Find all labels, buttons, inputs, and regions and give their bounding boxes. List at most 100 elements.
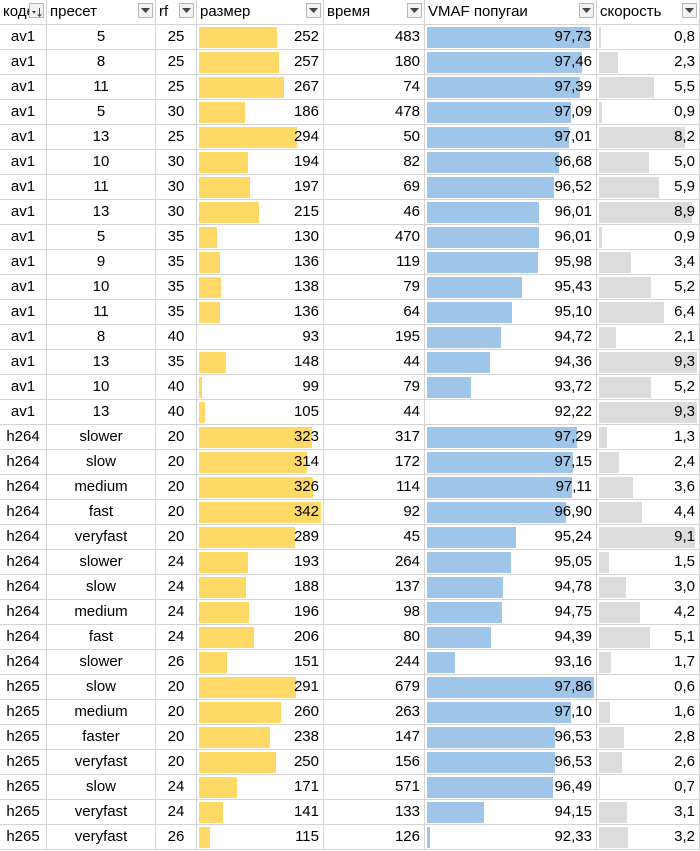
cell-size[interactable]: 194 [197,150,324,175]
cell-size[interactable]: 141 [197,800,324,825]
cell-speed[interactable]: 5,2 [597,375,700,400]
cell-size[interactable]: 130 [197,225,324,250]
cell-codec[interactable]: av1 [0,300,47,325]
cell-rf[interactable]: 24 [156,625,197,650]
cell-codec[interactable]: h264 [0,450,47,475]
cell-preset[interactable]: slow [47,675,156,700]
cell-time[interactable]: 483 [324,25,425,50]
cell-vmaf[interactable]: 94,72 [425,325,597,350]
cell-codec[interactable]: h264 [0,475,47,500]
cell-codec[interactable]: av1 [0,350,47,375]
cell-time[interactable]: 147 [324,725,425,750]
cell-codec[interactable]: h264 [0,575,47,600]
cell-time[interactable]: 114 [324,475,425,500]
cell-preset[interactable]: slow [47,775,156,800]
cell-speed[interactable]: 3,2 [597,825,700,850]
cell-vmaf[interactable]: 97,11 [425,475,597,500]
cell-codec[interactable]: av1 [0,250,47,275]
cell-time[interactable]: 244 [324,650,425,675]
cell-speed[interactable]: 0,9 [597,100,700,125]
cell-size[interactable]: 314 [197,450,324,475]
cell-rf[interactable]: 40 [156,375,197,400]
cell-codec[interactable]: av1 [0,275,47,300]
cell-speed[interactable]: 3,4 [597,250,700,275]
cell-size[interactable]: 136 [197,250,324,275]
cell-speed[interactable]: 1,5 [597,550,700,575]
cell-vmaf[interactable]: 96,49 [425,775,597,800]
cell-size[interactable]: 105 [197,400,324,425]
cell-rf[interactable]: 20 [156,450,197,475]
cell-preset[interactable]: slow [47,575,156,600]
cell-vmaf[interactable]: 94,39 [425,625,597,650]
cell-rf[interactable]: 20 [156,750,197,775]
cell-preset[interactable]: medium [47,475,156,500]
cell-rf[interactable]: 30 [156,175,197,200]
cell-size[interactable]: 138 [197,275,324,300]
cell-vmaf[interactable]: 95,24 [425,525,597,550]
cell-codec[interactable]: h264 [0,550,47,575]
cell-time[interactable]: 317 [324,425,425,450]
cell-time[interactable]: 180 [324,50,425,75]
cell-codec[interactable]: h265 [0,675,47,700]
cell-speed[interactable]: 3,6 [597,475,700,500]
cell-codec[interactable]: h265 [0,750,47,775]
cell-codec[interactable]: av1 [0,200,47,225]
cell-time[interactable]: 478 [324,100,425,125]
cell-speed[interactable]: 2,4 [597,450,700,475]
cell-size[interactable]: 186 [197,100,324,125]
cell-rf[interactable]: 35 [156,300,197,325]
cell-size[interactable]: 136 [197,300,324,325]
cell-speed[interactable]: 9,1 [597,525,700,550]
cell-rf[interactable]: 35 [156,225,197,250]
filter-dropdown-icon[interactable] [407,3,422,18]
cell-speed[interactable]: 2,8 [597,725,700,750]
cell-vmaf[interactable]: 97,46 [425,50,597,75]
cell-time[interactable]: 119 [324,250,425,275]
cell-codec[interactable]: av1 [0,125,47,150]
cell-time[interactable]: 133 [324,800,425,825]
cell-size[interactable]: 342 [197,500,324,525]
cell-rf[interactable]: 26 [156,650,197,675]
cell-size[interactable]: 294 [197,125,324,150]
cell-time[interactable]: 263 [324,700,425,725]
cell-preset[interactable]: faster [47,725,156,750]
cell-preset[interactable]: veryfast [47,800,156,825]
cell-vmaf[interactable]: 93,72 [425,375,597,400]
cell-size[interactable]: 151 [197,650,324,675]
cell-vmaf[interactable]: 95,10 [425,300,597,325]
filter-dropdown-icon[interactable] [306,3,321,18]
cell-time[interactable]: 172 [324,450,425,475]
cell-speed[interactable]: 5,9 [597,175,700,200]
sort-filter-icon[interactable] [29,3,44,18]
cell-time[interactable]: 470 [324,225,425,250]
cell-size[interactable]: 188 [197,575,324,600]
cell-codec[interactable]: h265 [0,775,47,800]
cell-preset[interactable]: slower [47,425,156,450]
cell-size[interactable]: 291 [197,675,324,700]
cell-size[interactable]: 193 [197,550,324,575]
cell-codec[interactable]: av1 [0,100,47,125]
cell-preset[interactable]: 11 [47,300,156,325]
cell-size[interactable]: 93 [197,325,324,350]
cell-speed[interactable]: 0,6 [597,675,700,700]
cell-rf[interactable]: 24 [156,550,197,575]
cell-preset[interactable]: 13 [47,400,156,425]
cell-size[interactable]: 267 [197,75,324,100]
cell-rf[interactable]: 25 [156,25,197,50]
cell-codec[interactable]: av1 [0,400,47,425]
cell-rf[interactable]: 20 [156,525,197,550]
cell-size[interactable]: 206 [197,625,324,650]
cell-vmaf[interactable]: 93,16 [425,650,597,675]
cell-rf[interactable]: 25 [156,75,197,100]
cell-size[interactable]: 257 [197,50,324,75]
cell-size[interactable]: 171 [197,775,324,800]
cell-preset[interactable]: 13 [47,350,156,375]
cell-codec[interactable]: av1 [0,50,47,75]
cell-rf[interactable]: 24 [156,575,197,600]
cell-speed[interactable]: 3,0 [597,575,700,600]
cell-vmaf[interactable]: 97,86 [425,675,597,700]
cell-vmaf[interactable]: 96,90 [425,500,597,525]
header-cell-rf[interactable]: rf [156,0,197,25]
cell-rf[interactable]: 40 [156,325,197,350]
cell-time[interactable]: 264 [324,550,425,575]
